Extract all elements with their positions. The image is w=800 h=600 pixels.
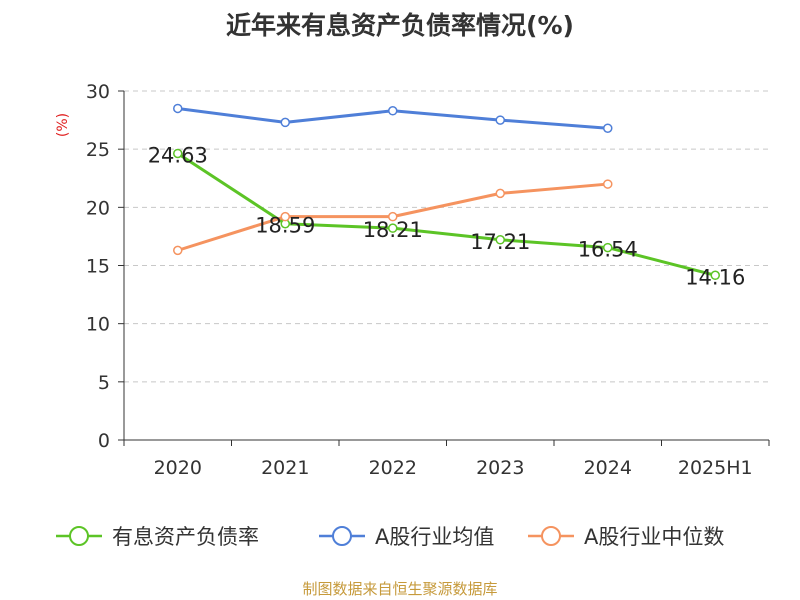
series-2-point xyxy=(280,211,290,222)
y-tick-label: 30 xyxy=(86,81,110,103)
series-0-line xyxy=(176,152,716,277)
legend-marker xyxy=(541,526,561,546)
y-tick-label: 15 xyxy=(86,256,110,278)
x-tick-label: 2025H1 xyxy=(678,457,753,479)
x-tick-label: 2024 xyxy=(584,457,632,479)
series-0-point xyxy=(495,235,505,245)
data-label: 14.16 xyxy=(685,265,745,289)
series-2-point xyxy=(495,188,505,199)
series-0-point xyxy=(603,242,613,253)
series-1-point xyxy=(280,117,290,128)
series-1-point xyxy=(388,106,398,116)
data-source-note: 制图数据来自恒生聚源数据库 xyxy=(302,580,498,598)
x-tick-label: 2022 xyxy=(369,457,417,479)
series-2-point xyxy=(388,211,398,222)
y-tick-label: 10 xyxy=(86,314,110,336)
data-label: 24.63 xyxy=(148,143,208,167)
legend-label: A股行业均值 xyxy=(375,525,494,549)
legend-label: A股行业中位数 xyxy=(584,525,724,549)
y-tick-label: 0 xyxy=(98,430,110,452)
series-1-point xyxy=(603,123,613,133)
data-label: 16.54 xyxy=(578,238,638,262)
y-tick-label: 25 xyxy=(86,139,110,161)
series-0-point xyxy=(388,223,398,233)
y-axis-label: (%) xyxy=(55,113,71,137)
series-2-point xyxy=(173,245,183,256)
series-1-point xyxy=(173,103,183,114)
legend-label: 有息资产负债率 xyxy=(112,525,259,549)
series-0-point xyxy=(173,148,183,159)
x-tick-label: 2021 xyxy=(261,457,309,479)
x-tick-label: 2023 xyxy=(476,457,524,479)
y-tick-label: 5 xyxy=(98,372,110,394)
x-tick-label: 2020 xyxy=(154,457,202,479)
legend-marker xyxy=(69,526,89,546)
data-label: 18.21 xyxy=(363,218,423,242)
data-label: 17.21 xyxy=(470,230,530,254)
series-2-point xyxy=(603,179,613,189)
chart-title: 近年来有息资产负债率情况(%) xyxy=(226,11,574,40)
series-1-point xyxy=(495,115,505,125)
y-tick-label: 20 xyxy=(86,197,110,219)
data-label: 18.59 xyxy=(255,214,315,238)
legend-marker xyxy=(332,526,352,546)
series-0-point xyxy=(710,270,720,281)
